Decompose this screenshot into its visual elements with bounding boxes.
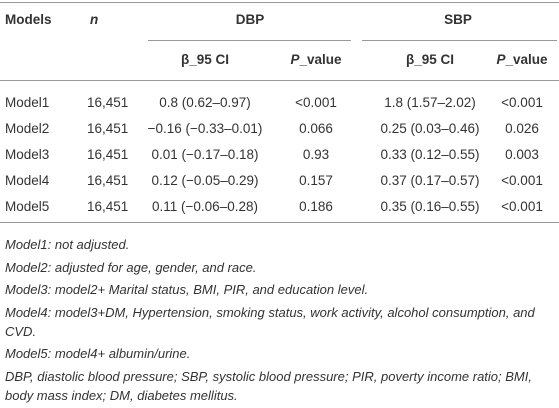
top-rule: [0, 2, 559, 3]
sub-header: β_95 CI: [180, 52, 230, 67]
cell-n: 16,451: [87, 147, 129, 162]
header-sbp: SBP: [444, 12, 472, 27]
row-label: Model2: [5, 121, 50, 136]
header-rule: [0, 80, 559, 81]
cell: 0.01 (−0.17–0.18): [151, 147, 259, 162]
cell: <0.001: [295, 95, 337, 110]
footnote: Model1: not adjusted.: [5, 237, 130, 252]
cell-n: 16,451: [87, 95, 129, 110]
header-n: n: [90, 12, 99, 27]
row-label: Model3: [5, 147, 50, 162]
cell: 0.066: [299, 121, 333, 136]
footnote: Model2: adjusted for age, gender, and ra…: [5, 259, 257, 275]
cell: 0.186: [299, 199, 333, 214]
footnotes: Model1: not adjusted. Model2: adjusted fo…: [5, 235, 553, 408]
cell: −0.16 (−0.33–0.01): [147, 121, 263, 136]
dbp-rule: [148, 40, 351, 41]
sub-header-rest: _value: [299, 52, 342, 67]
cell-n: 16,451: [87, 199, 129, 214]
header-models: Models: [5, 12, 52, 27]
cell: 1.8 (1.57–2.02): [384, 95, 476, 110]
footnote: DBP, diastolic blood pressure; SBP, syst…: [5, 368, 532, 403]
cell: 0.35 (0.16–0.55): [380, 199, 480, 214]
sub-header: P_value: [496, 51, 547, 69]
footnote: Model3: model2+ Marital status, BMI, PIR…: [5, 282, 369, 297]
cell-n: 16,451: [87, 121, 129, 136]
cell: 0.33 (0.12–0.55): [380, 147, 480, 162]
cell: <0.001: [501, 95, 543, 110]
sbp-rule: [362, 40, 557, 41]
sub-header: P_value: [290, 51, 341, 69]
cell: 0.026: [505, 121, 539, 136]
row-label: Model5: [5, 199, 50, 214]
cell: 0.25 (0.03–0.46): [380, 121, 480, 136]
header-dbp: DBP: [235, 12, 265, 27]
cell: 0.8 (0.62–0.97): [159, 95, 251, 110]
cell: 0.003: [505, 147, 539, 162]
cell-n: 16,451: [87, 173, 129, 188]
bottom-rule: [0, 222, 559, 223]
sub-header-italic: P: [290, 52, 300, 67]
cell: 0.37 (0.17–0.57): [380, 173, 480, 188]
cell: 0.11 (−0.06–0.28): [152, 199, 258, 214]
cell: 0.12 (−0.05–0.29): [151, 173, 259, 188]
cell: 0.157: [299, 173, 333, 188]
cell: <0.001: [501, 199, 543, 214]
footnote: Model4: model3+DM, Hypertension, smoking…: [5, 304, 535, 339]
footnote: Model5: model4+ albumin/urine.: [5, 346, 191, 361]
row-label: Model1: [5, 95, 50, 110]
cell: <0.001: [501, 173, 543, 188]
cell: 0.93: [302, 147, 330, 162]
sub-header-rest: _value: [505, 52, 548, 67]
row-label: Model4: [5, 173, 50, 188]
sub-header: β_95 CI: [405, 52, 455, 67]
sub-header-italic: P: [496, 52, 506, 67]
